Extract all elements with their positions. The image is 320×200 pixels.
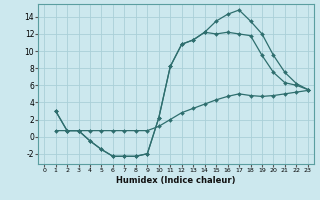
X-axis label: Humidex (Indice chaleur): Humidex (Indice chaleur): [116, 176, 236, 185]
